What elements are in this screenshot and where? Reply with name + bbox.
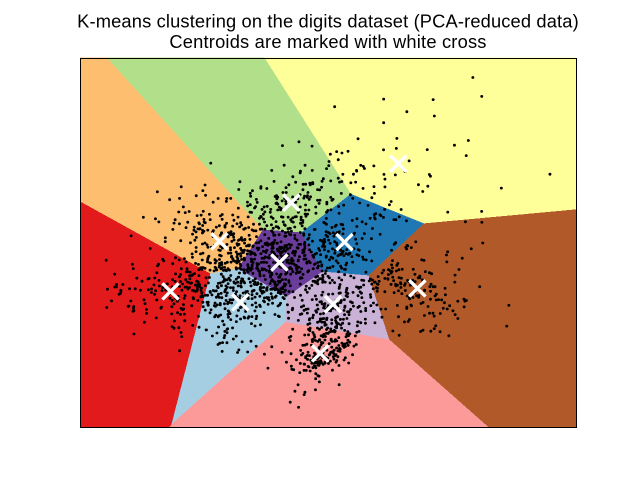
svg-text:Centroids are marked with whit: Centroids are marked with white cross: [169, 31, 486, 52]
svg-text:K-means clustering on the digi: K-means clustering on the digits dataset…: [77, 11, 579, 32]
